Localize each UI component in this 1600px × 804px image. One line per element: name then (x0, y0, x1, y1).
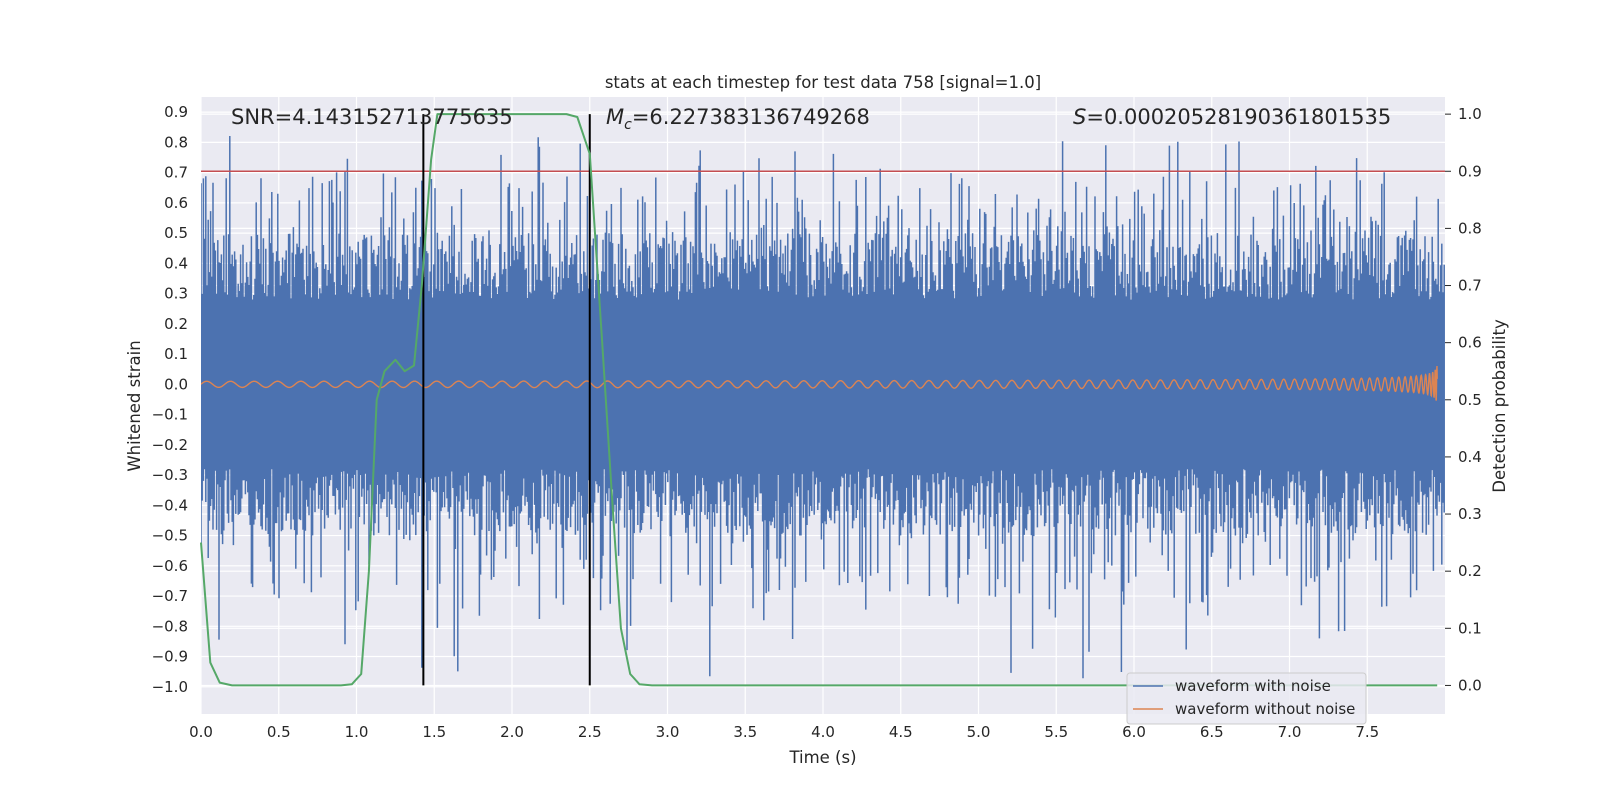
y-left-tick-label: 0.9 (164, 103, 188, 121)
x-tick-label: 2.5 (578, 723, 602, 741)
y-left-tick-label: −0.5 (152, 527, 188, 545)
y-right-axis-label: Detection probability (1490, 319, 1509, 493)
x-tick-label: 2.0 (500, 723, 524, 741)
y-right-tick-label: 0.2 (1458, 562, 1482, 580)
legend-label-noise: waveform with noise (1175, 677, 1331, 695)
mc-value: =6.227383136749268 (632, 105, 870, 129)
y-right-tick-label: 1.0 (1458, 105, 1482, 123)
y-left-tick-label: 0.1 (164, 345, 188, 363)
legend-label-clean: waveform without noise (1175, 700, 1355, 718)
y-left-tick-label: −0.9 (152, 648, 188, 666)
y-left-tick-label: 0.0 (164, 375, 188, 393)
y-left-tick-label: −0.1 (152, 406, 188, 424)
y-left-tick-label: 0.6 (164, 194, 188, 212)
y-left-tick-label: −0.2 (152, 436, 188, 454)
s-symbol: S (1073, 105, 1086, 129)
legend-box (1126, 672, 1367, 725)
y-left-tick-label: −0.6 (152, 557, 188, 575)
x-tick-label: 6.0 (1122, 723, 1146, 741)
x-tick-label: 3.0 (656, 723, 680, 741)
chirp-mass-annotation: Mc=6.227383136749268 (606, 105, 870, 133)
s-annotation: S=0.00020528190361801535 (1073, 105, 1391, 129)
y-left-tick-label: −1.0 (152, 678, 188, 696)
x-tick-label: 7.0 (1278, 723, 1302, 741)
y-right-tick-label: 0.6 (1458, 334, 1482, 352)
s-value: =0.00020528190361801535 (1086, 105, 1391, 129)
y-right-tick-label: 0.3 (1458, 505, 1482, 523)
snr-prefix: SNR= (231, 105, 292, 129)
y-left-tick-label: −0.7 (152, 587, 188, 605)
y-left-tick-label: −0.3 (152, 466, 188, 484)
x-tick-label: 0.0 (189, 723, 213, 741)
x-tick-label: 5.5 (1044, 723, 1068, 741)
y-right-tick-labels: 1.0 0.9 0.8 0.7 0.6 0.5 0.4 0.3 0.2 0.1 0.0 (1445, 105, 1482, 694)
y-left-tick-label: 0.8 (164, 133, 188, 151)
y-left-tick-label: 0.7 (164, 164, 188, 182)
noise-trace (201, 136, 1445, 679)
overlay-lines (201, 114, 1445, 686)
y-right-tick-label: 0.0 (1458, 676, 1482, 694)
y-right-tick-label: 0.8 (1458, 219, 1482, 237)
series-waveform-with-noise (201, 136, 1445, 679)
x-tick-label: 0.5 (267, 723, 291, 741)
y-left-tick-label: 0.5 (164, 224, 188, 242)
chart-title: stats at each timestep for test data 758… (605, 73, 1041, 92)
y-left-tick-label: 0.4 (164, 254, 188, 272)
x-tick-label: 6.5 (1200, 723, 1224, 741)
x-tick-label: 4.0 (811, 723, 835, 741)
x-tick-label: 1.0 (345, 723, 369, 741)
series-waveform-without-noise (201, 365, 1438, 401)
y-left-tick-label: −0.4 (152, 496, 188, 514)
chirp-trace (201, 365, 1438, 401)
y-right-tick-label: 0.5 (1458, 391, 1482, 409)
x-axis-label: Time (s) (788, 748, 856, 767)
y-right-tick-label: 0.4 (1458, 448, 1482, 466)
y-right-tick-label: 0.9 (1458, 162, 1482, 180)
mc-subscript: c (624, 117, 632, 133)
y-left-tick-label: 0.3 (164, 285, 188, 303)
series-detection-probability (200, 113, 1438, 687)
y-left-tick-labels: 0.9 0.8 0.7 0.6 0.5 0.4 0.3 0.2 0.1 0.0 −0.1 −0.2 −0… (152, 103, 188, 696)
y-right-tick-label: 0.1 (1458, 619, 1482, 637)
snr-annotation: SNR=4.143152713775635 (231, 105, 513, 129)
probability-trace (200, 113, 1438, 687)
snr-value: 4.143152713775635 (292, 105, 512, 129)
x-tick-label: 7.5 (1355, 723, 1379, 741)
legend: waveform with noise waveform without noi… (1126, 672, 1367, 725)
x-tick-label: 1.5 (422, 723, 446, 741)
y-left-axis-label: Whitened strain (125, 340, 144, 471)
x-tick-label: 3.5 (733, 723, 757, 741)
y-right-tick-label: 0.7 (1458, 277, 1482, 295)
y-left-tick-label: 0.2 (164, 315, 188, 333)
mc-symbol: M (606, 105, 624, 129)
y-left-tick-label: −0.8 (152, 617, 188, 635)
x-tick-label: 4.5 (889, 723, 913, 741)
x-tick-labels: 0.0 0.5 1.0 1.5 2.0 2.5 3.0 3.5 4.0 4.5 5.0 5.5 6.0 6… (189, 723, 1379, 741)
x-tick-label: 5.0 (967, 723, 991, 741)
